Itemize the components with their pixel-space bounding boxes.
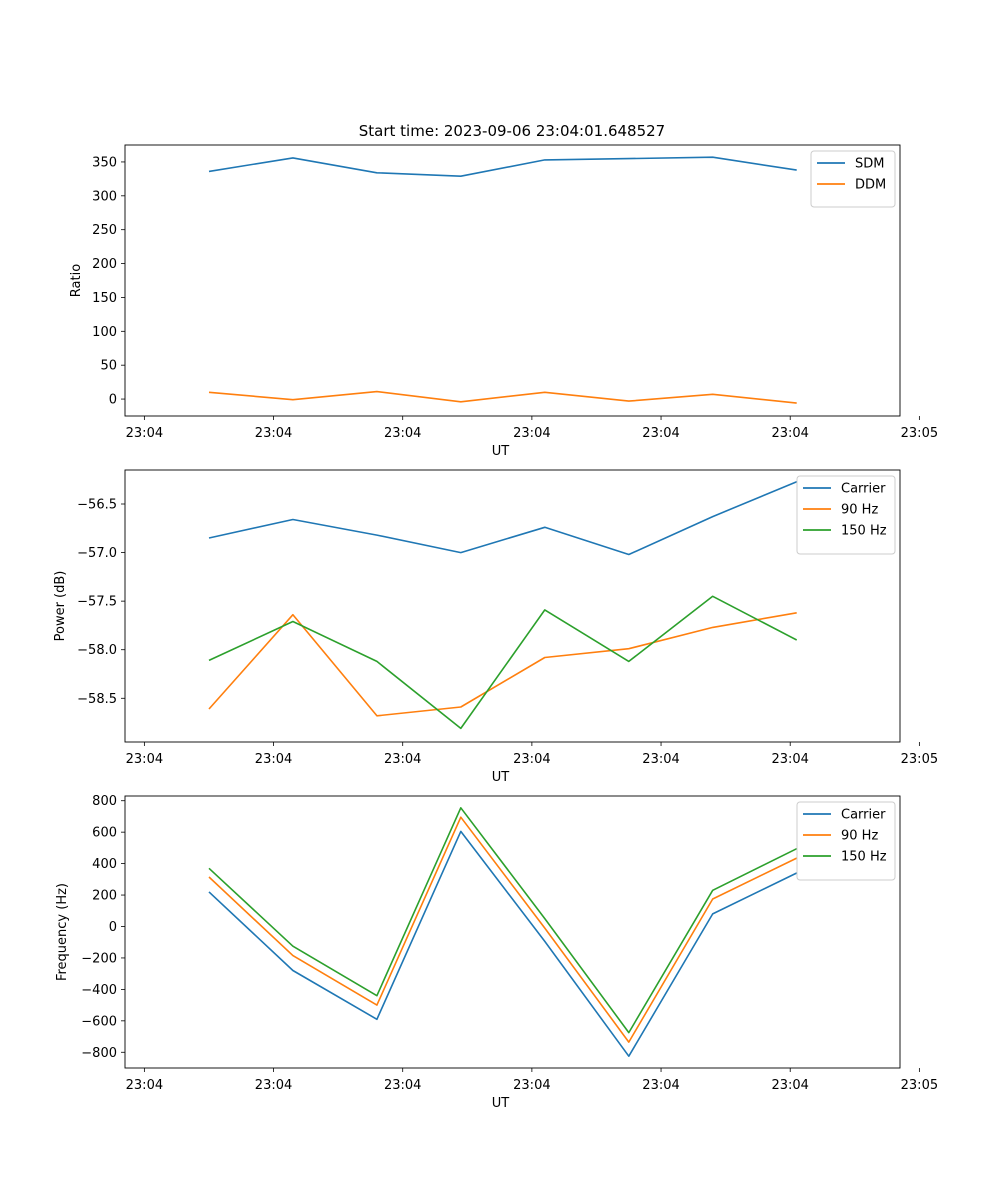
y-tick-label: 200 <box>92 257 117 272</box>
series-line-carrier <box>208 830 798 1057</box>
y-tick-label: 250 <box>92 223 117 238</box>
legend-label: 150 Hz <box>841 524 887 539</box>
x-tick-label: 23:04 <box>771 426 808 441</box>
panel-3: −800 −600 −400 −200 0 200 400 600 800 23:04 23:04 2… <box>55 794 938 1111</box>
x-tick-label: 23:04 <box>255 752 292 767</box>
x-tick-label: 23:05 <box>901 752 938 767</box>
axes-frame <box>124 144 901 417</box>
y-axis-label: Ratio <box>69 264 84 297</box>
legend-label: 90 Hz <box>841 503 878 518</box>
legend-box <box>810 150 896 208</box>
y-tick-label: −57.5 <box>77 595 117 610</box>
y-tick-label: 400 <box>92 857 117 872</box>
y-tick-label: −58.0 <box>77 643 117 658</box>
x-tick-label: 23:04 <box>513 1078 550 1093</box>
series-line-90-hz <box>208 612 797 717</box>
x-tick-label: 23:04 <box>771 752 808 767</box>
legend-label: Carrier <box>841 808 886 823</box>
legend: SDM DDM <box>810 150 896 208</box>
x-tick-label: 23:04 <box>384 426 421 441</box>
y-tick-label: −200 <box>81 951 117 966</box>
legend-label: Carrier <box>841 482 886 497</box>
y-tick-label: 800 <box>92 794 117 809</box>
axes-frame <box>124 795 901 1069</box>
x-tick-label: 23:04 <box>513 426 550 441</box>
legend-box <box>796 475 896 555</box>
y-tick-label: 50 <box>100 359 117 374</box>
chart-panels: 0 50 100 150 200 250 300 350 23:04 23:04 23:04 23:0… <box>53 144 938 1111</box>
y-tick-label: 600 <box>92 826 117 841</box>
y-tick-label: 350 <box>92 155 117 170</box>
series-line-150-hz <box>208 806 798 1034</box>
panel-1: 0 50 100 150 200 250 300 350 23:04 23:04 23:04 23:0… <box>69 144 938 459</box>
x-tick-label: 23:04 <box>126 426 163 441</box>
y-tick-label: 0 <box>109 920 117 935</box>
series-line-ddm <box>208 390 797 404</box>
y-tick-label: 200 <box>92 889 117 904</box>
y-tick-label: −57.0 <box>77 546 117 561</box>
x-axis-label: UT <box>492 770 510 785</box>
series-line-150-hz <box>208 595 798 730</box>
y-tick-label: 300 <box>92 189 117 204</box>
y-tick-label: −400 <box>81 983 117 998</box>
y-tick-label: 150 <box>92 291 117 306</box>
series-line-sdm <box>208 156 797 177</box>
panel-2: −58.5 −58.0 −57.5 −57.0 −56.5 23:04 23:04 23:04… <box>53 469 938 785</box>
legend: Carrier 90 Hz 150 Hz <box>796 475 896 555</box>
legend: Carrier 90 Hz 150 Hz <box>796 801 896 881</box>
x-tick-label: 23:04 <box>642 426 679 441</box>
x-tick-label: 23:04 <box>513 752 550 767</box>
series-line-carrier <box>208 480 798 556</box>
y-tick-label: 100 <box>92 325 117 340</box>
legend-box <box>796 801 896 881</box>
x-tick-label: 23:04 <box>642 752 679 767</box>
series-line-90-hz <box>208 816 798 1043</box>
x-tick-label: 23:04 <box>384 1078 421 1093</box>
x-tick-label: 23:04 <box>126 1078 163 1093</box>
x-tick-label: 23:04 <box>771 1078 808 1093</box>
x-tick-label: 23:04 <box>255 1078 292 1093</box>
y-tick-label: −56.5 <box>77 498 117 513</box>
x-tick-label: 23:04 <box>126 752 163 767</box>
y-tick-label: −58.5 <box>77 692 117 707</box>
chart-title: Start time: 2023-09-06 23:04:01.648527 <box>359 122 665 140</box>
legend-label: SDM <box>855 157 884 172</box>
x-axis-label: UT <box>492 1096 510 1111</box>
axes-frame <box>124 469 901 743</box>
legend-label: 150 Hz <box>841 850 887 865</box>
x-tick-label: 23:04 <box>384 752 421 767</box>
y-axis-label: Frequency (Hz) <box>55 883 70 981</box>
legend-label: 90 Hz <box>841 829 878 844</box>
y-tick-label: 0 <box>109 393 117 408</box>
y-axis-label: Power (dB) <box>53 571 68 642</box>
x-axis-label: UT <box>492 444 510 459</box>
x-tick-label: 23:04 <box>255 426 292 441</box>
x-tick-label: 23:05 <box>901 1078 938 1093</box>
y-tick-label: −800 <box>81 1046 117 1061</box>
legend-label: DDM <box>855 178 886 193</box>
x-tick-label: 23:05 <box>901 426 938 441</box>
x-tick-label: 23:04 <box>642 1078 679 1093</box>
y-tick-label: −600 <box>81 1014 117 1029</box>
